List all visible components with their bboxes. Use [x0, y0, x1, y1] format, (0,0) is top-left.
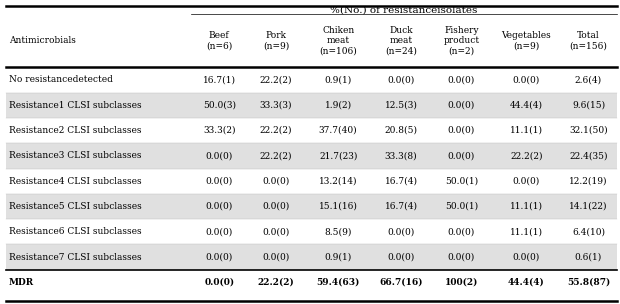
Text: 50.0(1): 50.0(1)	[445, 177, 478, 186]
Text: Fishery
product
(n=2): Fishery product (n=2)	[443, 26, 479, 55]
Text: 44.4(4): 44.4(4)	[510, 101, 543, 110]
Text: 37.7(40): 37.7(40)	[319, 126, 358, 135]
Text: No resistancedetected: No resistancedetected	[9, 75, 112, 84]
Text: 0.0(0): 0.0(0)	[206, 177, 233, 186]
Text: 0.0(0): 0.0(0)	[513, 75, 540, 84]
Text: 0.0(0): 0.0(0)	[206, 202, 233, 211]
Text: Vegetables
(n=9): Vegetables (n=9)	[502, 31, 551, 50]
Text: 9.6(15): 9.6(15)	[572, 101, 605, 110]
Text: 0.0(0): 0.0(0)	[204, 278, 234, 287]
Text: 33.3(3): 33.3(3)	[260, 101, 292, 110]
Text: MDR: MDR	[9, 278, 33, 287]
Text: 55.8(87): 55.8(87)	[567, 278, 610, 287]
Bar	[6, 92, 617, 118]
Text: 22.2(2): 22.2(2)	[260, 126, 292, 135]
Text: Pork
(n=9): Pork (n=9)	[263, 31, 289, 50]
Text: 0.0(0): 0.0(0)	[448, 151, 475, 160]
Text: 12.5(3): 12.5(3)	[384, 101, 417, 110]
Text: 50.0(1): 50.0(1)	[445, 202, 478, 211]
Text: 0.0(0): 0.0(0)	[206, 151, 233, 160]
Text: 0.0(0): 0.0(0)	[513, 253, 540, 262]
Text: 14.1(22): 14.1(22)	[569, 202, 608, 211]
Text: 0.0(0): 0.0(0)	[513, 177, 540, 186]
Text: 50.0(3): 50.0(3)	[203, 101, 236, 110]
Text: Chiken
meat
(n=106): Chiken meat (n=106)	[319, 26, 357, 55]
Text: %(No.) of resistanceisolates: %(No.) of resistanceisolates	[330, 5, 477, 15]
Text: 6.4(10): 6.4(10)	[572, 227, 605, 236]
Text: 33.3(2): 33.3(2)	[203, 126, 236, 135]
Text: 0.0(0): 0.0(0)	[448, 75, 475, 84]
Text: Resistance3 CLSI subclasses: Resistance3 CLSI subclasses	[9, 151, 141, 160]
Text: Resistance5 CLSI subclasses: Resistance5 CLSI subclasses	[9, 202, 141, 211]
Text: 22.2(2): 22.2(2)	[510, 151, 542, 160]
Text: 21.7(23): 21.7(23)	[319, 151, 357, 160]
Text: Resistance1 CLSI subclasses: Resistance1 CLSI subclasses	[9, 101, 141, 110]
Text: 66.7(16): 66.7(16)	[379, 278, 423, 287]
Text: Resistance6 CLSI subclasses: Resistance6 CLSI subclasses	[9, 227, 141, 236]
Text: 12.2(19): 12.2(19)	[569, 177, 608, 186]
Text: Resistance2 CLSI subclasses: Resistance2 CLSI subclasses	[9, 126, 141, 135]
Text: 8.5(9): 8.5(9)	[324, 227, 352, 236]
Text: 22.2(2): 22.2(2)	[258, 278, 294, 287]
Text: 32.1(50): 32.1(50)	[569, 126, 608, 135]
Text: 100(2): 100(2)	[445, 278, 478, 287]
Text: 59.4(63): 59.4(63)	[316, 278, 360, 287]
Text: 2.6(4): 2.6(4)	[575, 75, 602, 84]
Text: 22.2(2): 22.2(2)	[260, 75, 292, 84]
Text: 0.0(0): 0.0(0)	[262, 253, 290, 262]
Text: 0.0(0): 0.0(0)	[262, 227, 290, 236]
Text: 0.0(0): 0.0(0)	[388, 75, 415, 84]
Text: Beef
(n=6): Beef (n=6)	[206, 31, 232, 50]
Text: Duck
meat
(n=24): Duck meat (n=24)	[385, 26, 417, 55]
Text: 11.1(1): 11.1(1)	[510, 126, 543, 135]
Text: Antimicrobials: Antimicrobials	[9, 36, 76, 45]
Text: 0.9(1): 0.9(1)	[324, 253, 352, 262]
Text: 22.2(2): 22.2(2)	[260, 151, 292, 160]
Text: 15.1(16): 15.1(16)	[319, 202, 358, 211]
Text: 0.0(0): 0.0(0)	[262, 202, 290, 211]
Text: 16.7(4): 16.7(4)	[384, 202, 417, 211]
Text: 44.4(4): 44.4(4)	[508, 278, 545, 287]
Text: 11.1(1): 11.1(1)	[510, 202, 543, 211]
Text: 0.0(0): 0.0(0)	[448, 227, 475, 236]
Text: 16.7(1): 16.7(1)	[203, 75, 236, 84]
Text: 0.0(0): 0.0(0)	[448, 101, 475, 110]
Text: 0.0(0): 0.0(0)	[448, 253, 475, 262]
Text: 1.9(2): 1.9(2)	[325, 101, 352, 110]
Text: 0.0(0): 0.0(0)	[388, 253, 415, 262]
Text: Resistance4 CLSI subclasses: Resistance4 CLSI subclasses	[9, 177, 141, 186]
Bar	[6, 194, 617, 219]
Text: 0.0(0): 0.0(0)	[448, 126, 475, 135]
Text: 0.0(0): 0.0(0)	[206, 253, 233, 262]
Text: 0.0(0): 0.0(0)	[388, 227, 415, 236]
Text: 0.9(1): 0.9(1)	[324, 75, 352, 84]
Text: 33.3(8): 33.3(8)	[385, 151, 417, 160]
Text: 20.8(5): 20.8(5)	[384, 126, 417, 135]
Text: 0.0(0): 0.0(0)	[262, 177, 290, 186]
Text: 0.6(1): 0.6(1)	[575, 253, 602, 262]
Bar	[6, 143, 617, 168]
Text: 16.7(4): 16.7(4)	[384, 177, 417, 186]
Text: 13.2(14): 13.2(14)	[319, 177, 357, 186]
Bar	[6, 244, 617, 270]
Text: 11.1(1): 11.1(1)	[510, 227, 543, 236]
Text: 22.4(35): 22.4(35)	[569, 151, 608, 160]
Text: Total
(n=156): Total (n=156)	[570, 31, 608, 50]
Text: Resistance7 CLSI subclasses: Resistance7 CLSI subclasses	[9, 253, 141, 262]
Text: 0.0(0): 0.0(0)	[206, 227, 233, 236]
